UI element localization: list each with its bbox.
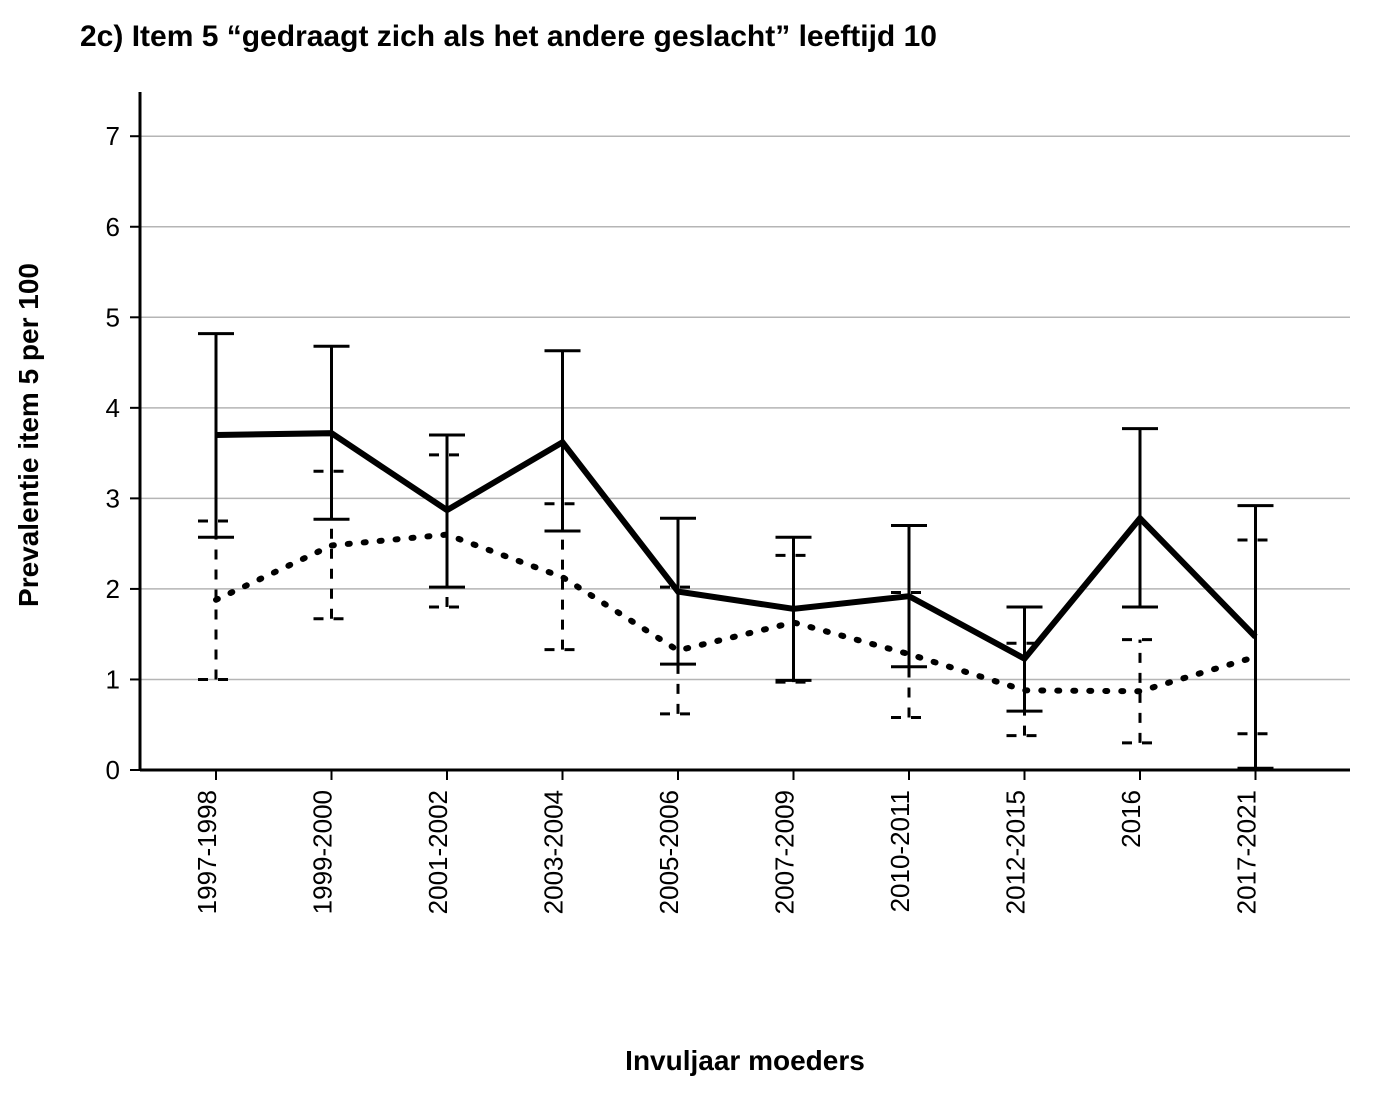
y-tick-label: 4 — [106, 393, 120, 423]
chart-container: { "chart": { "type": "line-with-errorbar… — [0, 0, 1388, 1100]
x-tick-label: 2010-2011 — [885, 790, 915, 912]
x-tick-label: 2016 — [1116, 790, 1146, 848]
y-tick-label: 7 — [106, 121, 120, 151]
x-axis-label: Invuljaar moeders — [625, 1045, 865, 1076]
y-tick-label: 6 — [106, 212, 120, 242]
y-axis-label: Prevalentie item 5 per 100 — [13, 263, 44, 607]
x-tick-label: 1997-1998 — [192, 790, 222, 914]
y-tick-label: 5 — [106, 302, 120, 332]
x-tick-label: 2017-2021 — [1232, 790, 1262, 914]
y-tick-label: 0 — [106, 755, 120, 785]
x-tick-label: 2001-2002 — [423, 790, 453, 914]
x-tick-label: 2005-2006 — [654, 790, 684, 914]
y-tick-label: 3 — [106, 483, 120, 513]
y-tick-label: 1 — [106, 664, 120, 694]
x-tick-label: 2007-2009 — [770, 790, 800, 914]
x-tick-label: 1999-2000 — [308, 790, 338, 914]
x-tick-label: 2003-2004 — [539, 790, 569, 914]
chart-svg: 0 1 2 3 4 5 6 7 1997-1998 1999-2000 2001-2002 2003-… — [0, 0, 1388, 1100]
chart-bg — [0, 0, 1388, 1100]
chart-title: 2c) Item 5 “gedraagt zich als het andere… — [80, 20, 937, 54]
x-tick-label: 2012-2015 — [1001, 790, 1031, 914]
y-tick-label: 2 — [106, 574, 120, 604]
